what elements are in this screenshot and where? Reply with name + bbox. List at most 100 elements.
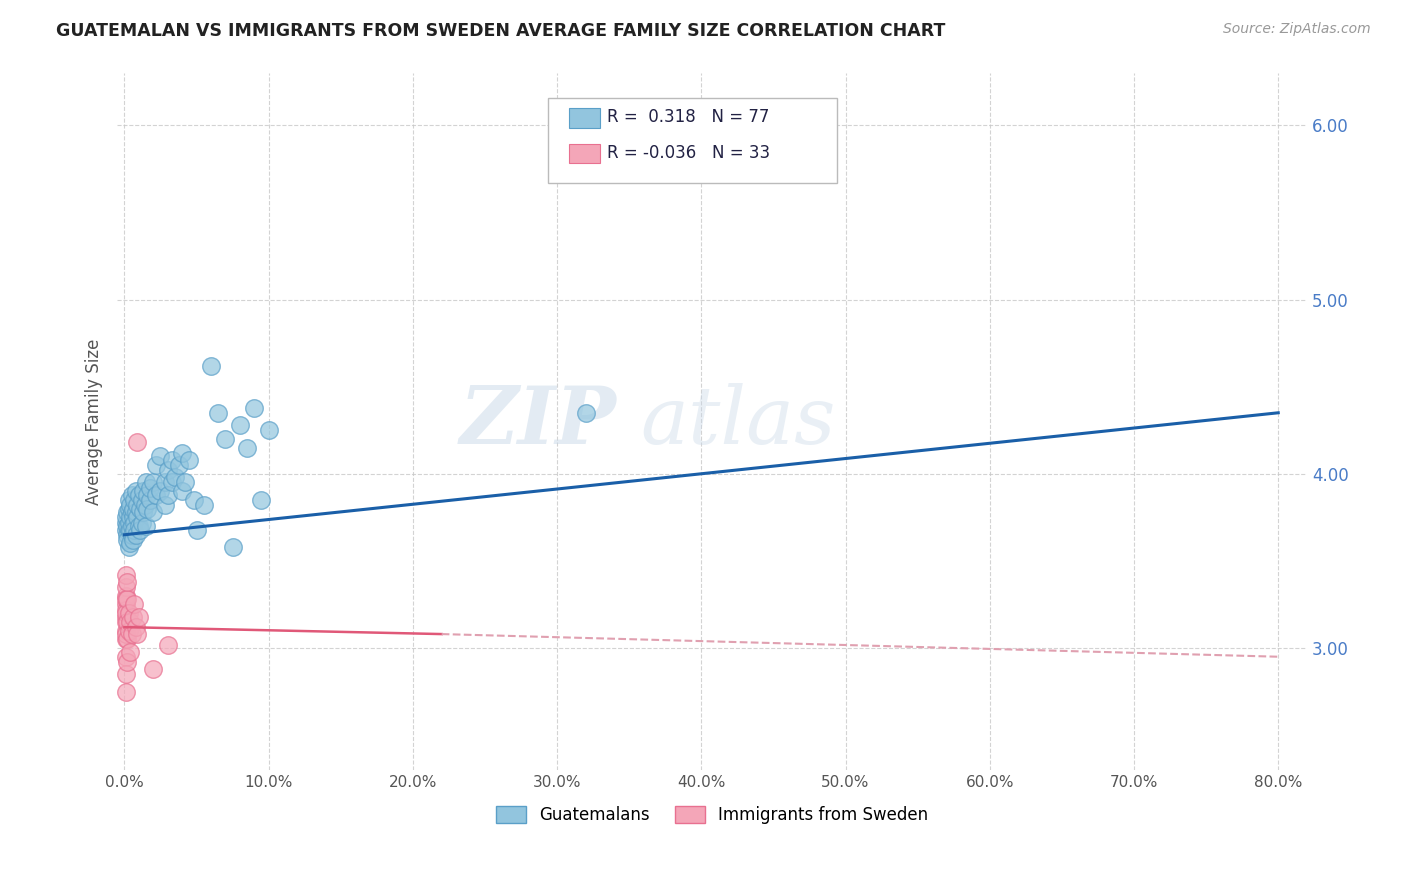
Point: [118, 606, 141, 620]
Point: [142, 505, 165, 519]
Point: [135, 475, 157, 490]
Point: [145, 458, 167, 472]
Point: [257, 423, 280, 437]
Point: [145, 488, 167, 502]
Point: [149, 450, 172, 464]
Point: [139, 481, 162, 495]
Point: [115, 649, 138, 664]
Y-axis label: Average Family Size: Average Family Size: [86, 338, 103, 505]
Point: [115, 615, 138, 629]
Point: [186, 523, 208, 537]
Point: [115, 603, 138, 617]
Point: [115, 516, 138, 530]
Legend: Guatemalans, Immigrants from Sweden: Guatemalans, Immigrants from Sweden: [496, 806, 928, 824]
Point: [172, 484, 194, 499]
Point: [121, 505, 143, 519]
Point: [127, 510, 149, 524]
Point: [115, 632, 138, 647]
Point: [118, 501, 141, 516]
Point: [115, 627, 138, 641]
Point: [117, 632, 139, 647]
Point: [115, 523, 138, 537]
Point: [118, 492, 141, 507]
Point: [132, 505, 155, 519]
Point: [115, 589, 138, 603]
Point: [156, 638, 179, 652]
Point: [129, 523, 152, 537]
Point: [153, 498, 176, 512]
Point: [142, 475, 165, 490]
Point: [118, 516, 141, 530]
Point: [115, 609, 138, 624]
Point: [183, 492, 205, 507]
Point: [115, 624, 138, 638]
Point: [124, 523, 146, 537]
Point: [156, 488, 179, 502]
Point: [128, 519, 150, 533]
Point: [127, 627, 149, 641]
Point: [122, 501, 145, 516]
Point: [127, 498, 149, 512]
Point: [115, 592, 138, 607]
Point: [174, 475, 197, 490]
Point: [115, 510, 138, 524]
Point: [121, 627, 143, 641]
Text: atlas: atlas: [641, 383, 837, 460]
Point: [131, 516, 153, 530]
Point: [117, 528, 139, 542]
Point: [125, 484, 148, 499]
Point: [163, 470, 186, 484]
Point: [117, 592, 139, 607]
Point: [117, 505, 139, 519]
Point: [125, 528, 148, 542]
Point: [128, 609, 150, 624]
Point: [118, 540, 141, 554]
Point: [193, 498, 215, 512]
Point: [142, 662, 165, 676]
Point: [221, 540, 243, 554]
Point: [117, 533, 139, 547]
Point: [125, 505, 148, 519]
Point: [118, 523, 141, 537]
Text: Source: ZipAtlas.com: Source: ZipAtlas.com: [1223, 22, 1371, 37]
Point: [117, 655, 139, 669]
Point: [149, 484, 172, 499]
Point: [160, 475, 183, 490]
Point: [115, 606, 138, 620]
Point: [129, 501, 152, 516]
Text: R = -0.036   N = 33: R = -0.036 N = 33: [607, 145, 770, 162]
Point: [120, 644, 142, 658]
Point: [121, 488, 143, 502]
Point: [214, 432, 236, 446]
Point: [136, 488, 159, 502]
Point: [115, 567, 138, 582]
Point: [122, 609, 145, 624]
Point: [153, 475, 176, 490]
Point: [120, 498, 142, 512]
Point: [250, 492, 273, 507]
Point: [236, 441, 259, 455]
Point: [118, 624, 141, 638]
Point: [125, 620, 148, 634]
Point: [115, 684, 138, 698]
Point: [139, 492, 162, 507]
Point: [156, 463, 179, 477]
Point: [160, 452, 183, 467]
Point: [120, 523, 142, 537]
Point: [124, 492, 146, 507]
Point: [136, 501, 159, 516]
Point: [132, 484, 155, 499]
Point: [117, 615, 139, 629]
Point: [575, 406, 598, 420]
Point: [115, 598, 138, 612]
Text: R =  0.318   N = 77: R = 0.318 N = 77: [607, 108, 769, 126]
Point: [134, 498, 156, 512]
Point: [127, 435, 149, 450]
Point: [243, 401, 266, 415]
Point: [179, 452, 201, 467]
Point: [120, 536, 142, 550]
Point: [121, 528, 143, 542]
Point: [131, 492, 153, 507]
Point: [115, 580, 138, 594]
Point: [124, 598, 146, 612]
